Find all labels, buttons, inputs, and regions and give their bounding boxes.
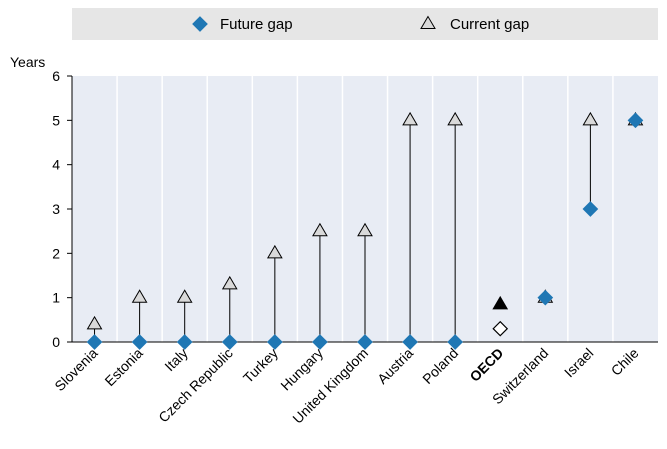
future-gap-marker xyxy=(447,334,464,350)
current-gap-marker xyxy=(221,275,238,290)
stems xyxy=(94,120,591,342)
future-gap-marker xyxy=(221,334,238,350)
category-label: Estonia xyxy=(101,345,145,389)
category-label: Austria xyxy=(374,345,416,387)
current-gap-marker xyxy=(86,315,103,330)
current-gap-marker xyxy=(447,111,464,126)
y-tick-label: 0 xyxy=(52,334,60,350)
current-gap-marker xyxy=(131,289,148,303)
future-gap-marker xyxy=(86,334,103,350)
future-gap-marker xyxy=(582,201,599,217)
current-gap-marker xyxy=(492,295,509,310)
legend-future-gap-icon xyxy=(192,16,208,32)
category-label: Italy xyxy=(161,345,190,374)
current-gap-marker xyxy=(312,222,328,237)
category-label: Chile xyxy=(608,345,642,379)
future-gap-marker xyxy=(357,334,373,350)
y-axis-label: Years xyxy=(10,54,45,70)
future-gap-marker xyxy=(627,112,644,129)
y-tick-label: 6 xyxy=(52,68,60,84)
grid xyxy=(116,76,614,342)
current-gap-marker xyxy=(402,111,418,126)
y-tick-label: 2 xyxy=(52,245,60,261)
legend-current-gap-label: Current gap xyxy=(450,16,529,33)
category-label: Turkey xyxy=(240,345,281,386)
future-gap-marker xyxy=(492,320,509,337)
future-gap-marker xyxy=(312,334,328,350)
future-gap-marker xyxy=(402,334,418,350)
category-label: OECD xyxy=(466,345,506,385)
future-gap-marker xyxy=(131,334,148,350)
y-tick-label: 3 xyxy=(52,201,60,217)
legend-current-gap-icon xyxy=(420,15,436,30)
future-gap-marker xyxy=(176,334,193,350)
y-tick-label: 5 xyxy=(52,112,60,128)
legend: Future gap Current gap xyxy=(220,15,529,33)
category-label: Israel xyxy=(561,345,597,381)
y-tick-label: 4 xyxy=(52,157,60,173)
current-gap-marker xyxy=(266,244,283,259)
current-gap-marker xyxy=(176,289,193,303)
future-gap-marker xyxy=(537,289,554,306)
category-label: Poland xyxy=(419,345,461,387)
current-gap-marker xyxy=(582,111,599,126)
legend-future-gap-label: Future gap xyxy=(220,16,293,33)
category-label: Slovenia xyxy=(51,345,100,394)
marks xyxy=(86,16,644,350)
legend-background xyxy=(72,8,658,40)
current-gap-marker xyxy=(357,222,373,237)
y-tick-label: 1 xyxy=(52,290,60,306)
future-gap-marker xyxy=(266,334,283,350)
